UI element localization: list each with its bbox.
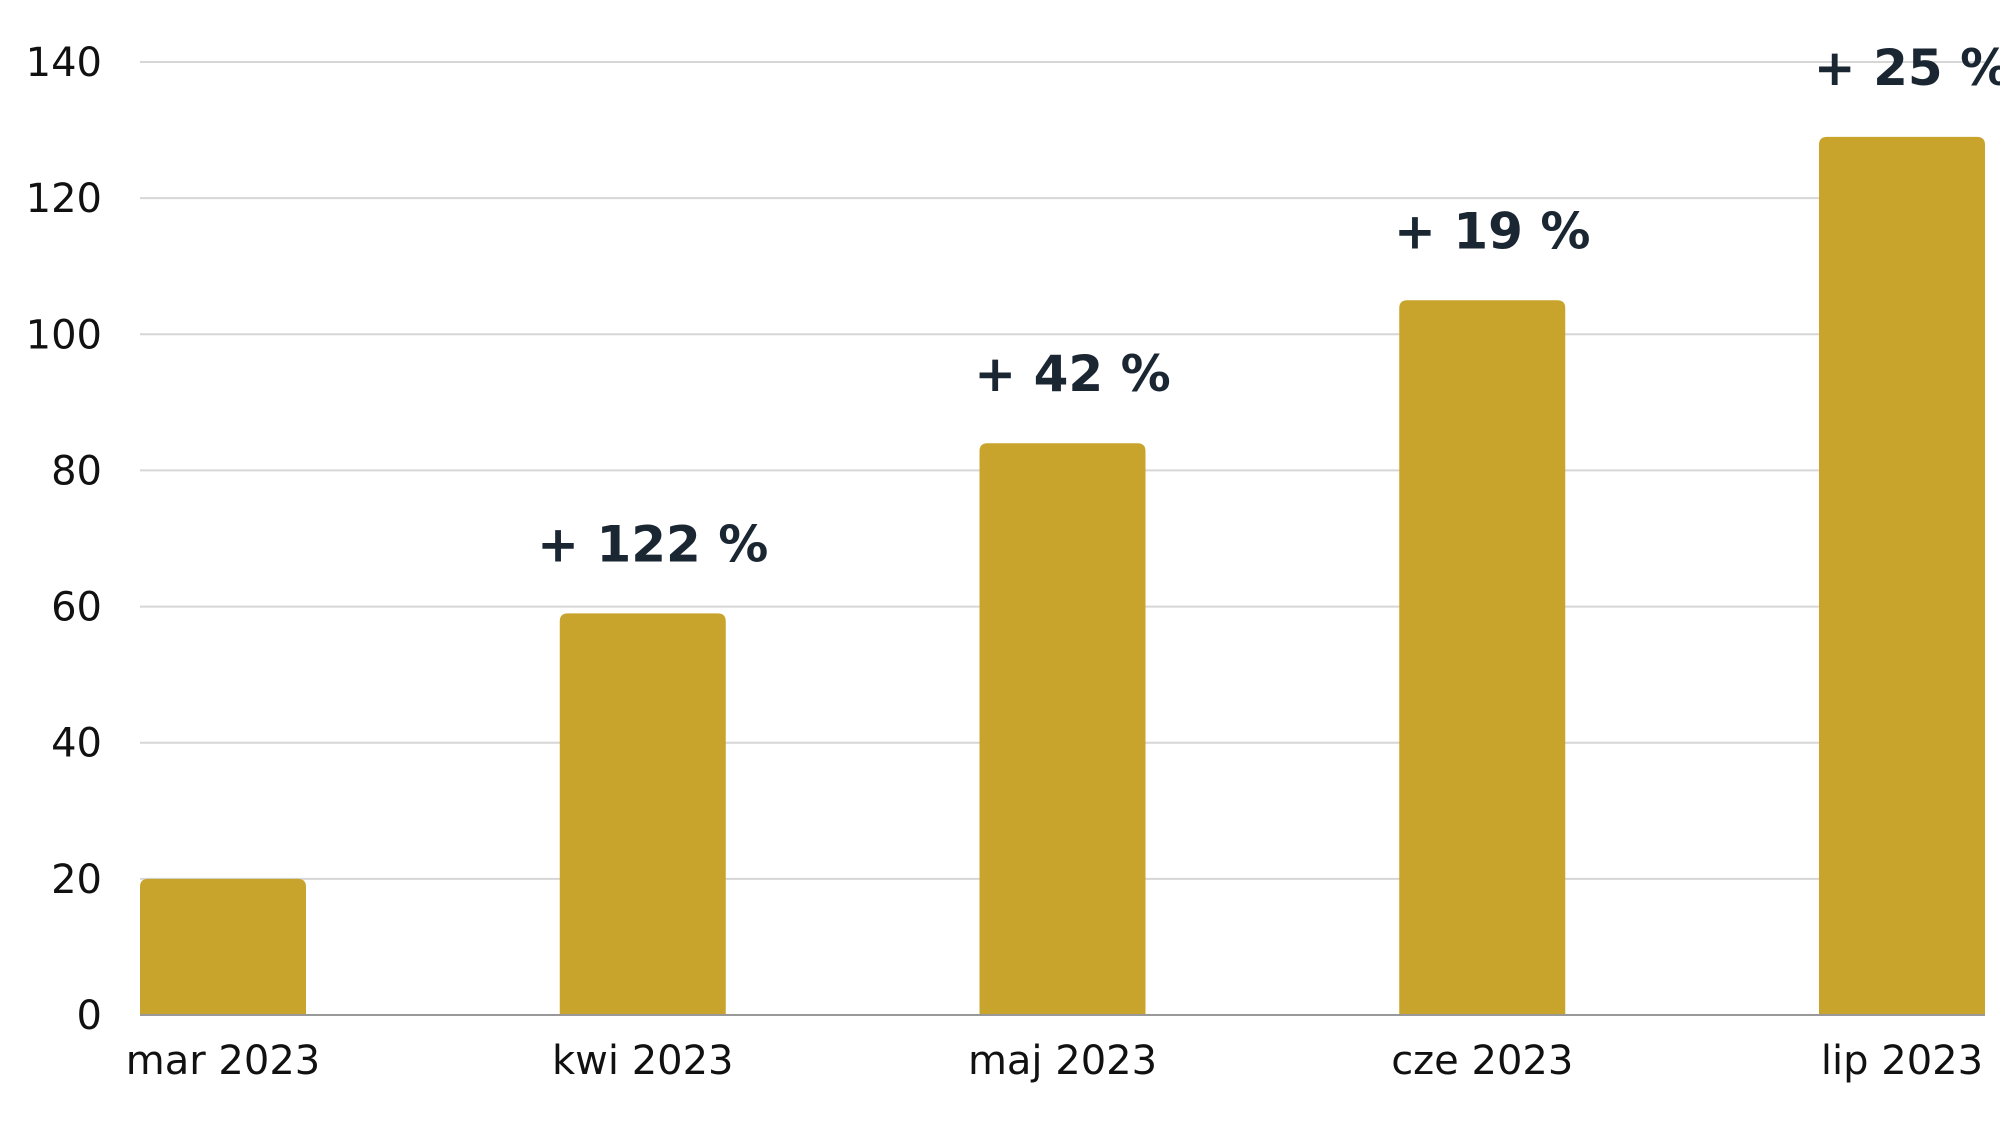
y-tick-label: 80 <box>51 448 102 494</box>
y-tick-label: 40 <box>51 721 102 767</box>
y-tick-label: 120 <box>26 176 102 222</box>
bar <box>559 613 726 1015</box>
y-tick-label: 20 <box>51 857 102 903</box>
percent-change-labels: + 122 % + 42 % + 19 % + 25 % <box>537 39 2000 574</box>
x-tick-label: cze 2023 <box>1391 1038 1573 1084</box>
x-tick-label: kwi 2023 <box>552 1038 734 1084</box>
y-tick-label: 0 <box>77 993 102 1039</box>
y-tick-label: 100 <box>26 312 102 358</box>
y-tick-label: 140 <box>26 40 102 86</box>
data-label: + 122 % <box>537 515 768 573</box>
x-tick-label: maj 2023 <box>968 1038 1157 1084</box>
bar <box>1399 300 1566 1015</box>
x-tick-label: lip 2023 <box>1821 1038 1983 1084</box>
data-label: + 19 % <box>1394 202 1590 260</box>
data-label: + 42 % <box>974 345 1170 403</box>
bar <box>1819 136 1985 1016</box>
y-tick-label: 60 <box>51 585 102 631</box>
bars <box>140 136 1985 1016</box>
data-label: + 25 % <box>1814 39 2000 97</box>
y-axis-tick-labels: 0 20 40 60 80 100 120 140 <box>26 40 102 1039</box>
bar <box>979 443 1146 1015</box>
x-axis-category-labels: mar 2023 kwi 2023 maj 2023 cze 2023 lip 2023 <box>126 1038 1983 1084</box>
x-tick-label: mar 2023 <box>126 1038 320 1084</box>
bar <box>140 878 306 1015</box>
